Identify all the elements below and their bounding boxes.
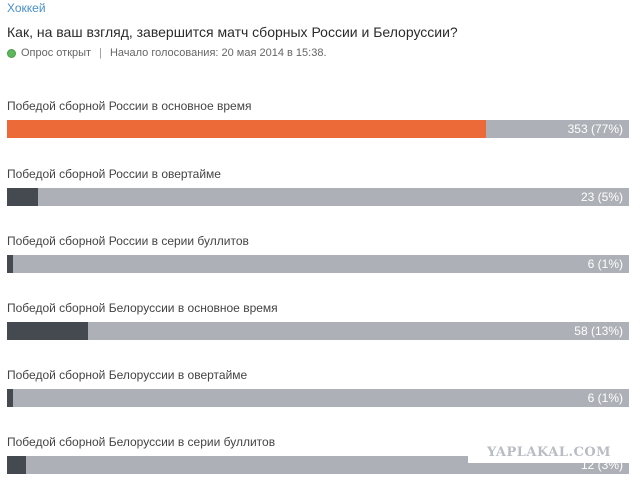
poll-option: Победой сборной Белоруссии в овертайме 6… — [7, 367, 629, 407]
poll-question: Как, на ваш взгляд, завершится матч сбор… — [7, 24, 458, 40]
poll-result-value: 353 (77%) — [567, 122, 623, 136]
meta-separator: | — [99, 47, 102, 59]
poll-result-fill — [7, 456, 26, 474]
poll-result-value: 58 (13%) — [574, 324, 623, 338]
poll-option-label: Победой сборной Белоруссии в основное вр… — [7, 301, 278, 315]
poll-result-value: 6 (1%) — [587, 391, 623, 405]
poll-result-fill — [7, 188, 39, 206]
poll-result-value: 6 (1%) — [587, 257, 623, 271]
poll-option-label: Победой сборной Белоруссии в овертайме — [7, 368, 248, 382]
poll-option-label: Победой сборной России в серии буллитов — [7, 234, 249, 248]
poll-result-bar: 6 (1%) — [7, 255, 629, 273]
poll-result-bar: 23 (5%) — [7, 188, 629, 206]
poll-option: Победой сборной России в основное время … — [7, 98, 629, 138]
poll-status: Опрос открыт — [21, 47, 92, 59]
poll-result-fill — [7, 322, 88, 340]
poll-result-fill — [7, 120, 486, 138]
poll-option: Победой сборной России в овертайме 23 (5… — [7, 166, 629, 206]
poll-category-link[interactable]: Хоккей — [7, 1, 46, 15]
poll-result-value: 23 (5%) — [580, 190, 623, 204]
poll-start-date: Начало голосования: 20 мая 2014 в 15:38. — [109, 47, 327, 59]
status-dot-icon — [7, 48, 16, 58]
poll-option: Победой сборной Белоруссии в основное вр… — [7, 300, 629, 340]
poll-option-label: Победой сборной России в основное время — [7, 99, 252, 113]
poll-result-fill — [7, 389, 14, 407]
poll-result-bar: 6 (1%) — [7, 389, 629, 407]
site-watermark: YAPLAKAL.COM — [468, 443, 630, 463]
poll-result-bar: 353 (77%) — [7, 120, 629, 138]
poll-result-fill — [7, 255, 14, 273]
poll-option-label: Победой сборной России в овертайме — [7, 167, 221, 181]
poll-result-bar: 58 (13%) — [7, 322, 629, 340]
poll-meta: Опрос открыт | Начало голосования: 20 ма… — [7, 47, 327, 59]
poll-option-label: Победой сборной Белоруссии в серии булли… — [7, 435, 276, 449]
poll-option: Победой сборной России в серии буллитов … — [7, 233, 629, 273]
